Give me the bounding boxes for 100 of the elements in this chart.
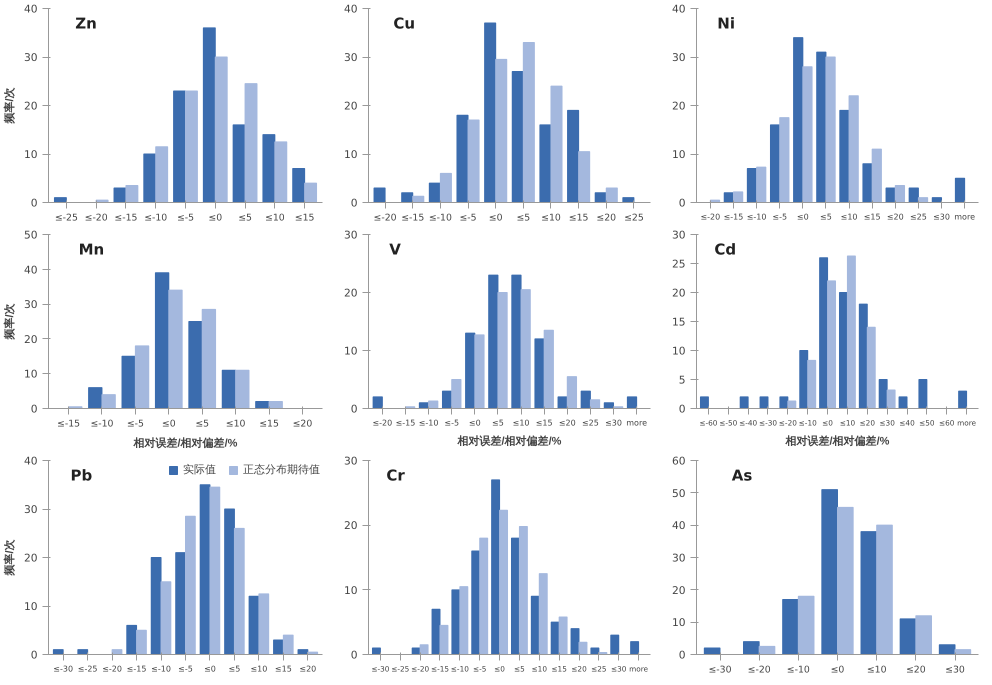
y-tick-label: 40: [344, 2, 358, 16]
y-tick-label: 0: [350, 402, 358, 416]
y-tick-label: 10: [24, 148, 38, 161]
y-tick-label: 5: [678, 374, 686, 386]
x-tick-label: ≤5: [228, 664, 240, 674]
chart-title: Ni: [717, 14, 736, 32]
y-axis-title: 频率/次: [2, 86, 16, 125]
y-tick-label: 0: [350, 196, 358, 210]
y-tick-label: 0: [350, 648, 358, 662]
y-tick-label: 40: [24, 263, 38, 276]
x-tick-label: ≤-10: [151, 664, 171, 674]
x-tick-label: ≤-15: [57, 418, 80, 430]
x-tick-label: ≤0: [208, 212, 222, 224]
x-tick-label: ≤15: [274, 664, 292, 674]
x-tick-label: ≤-10: [144, 212, 168, 224]
x-tick-label: ≤15: [568, 212, 589, 224]
x-tick-label: ≤-10: [418, 418, 438, 428]
x-tick-label: ≤5: [238, 212, 252, 224]
y-tick-label: 10: [24, 368, 38, 381]
y-tick-label: 20: [24, 552, 38, 564]
x-tick-label: ≤-5: [459, 212, 477, 224]
y-tick-label: 40: [672, 2, 686, 16]
y-tick-label: 0: [30, 196, 38, 210]
x-tick-label: ≤15: [864, 212, 881, 222]
x-tick-label: ≤0: [830, 664, 844, 676]
x-tick-label: ≤-10: [786, 664, 810, 676]
x-tick-label: ≤10: [866, 664, 887, 676]
y-tick-label: 20: [24, 332, 38, 346]
x-tick-label: ≤-10: [90, 418, 114, 430]
y-tick-label: 10: [344, 148, 358, 161]
y-tick-label: 10: [672, 616, 686, 630]
y-tick-label: 20: [344, 286, 358, 300]
y-tick-label: 30: [344, 454, 358, 468]
y-tick-label: 20: [24, 100, 38, 112]
chart-title: Pb: [70, 466, 93, 484]
y-tick-label: 30: [24, 51, 38, 64]
chart-title: V: [389, 240, 402, 258]
x-tick-label: ≤0: [796, 212, 809, 222]
x-tick-label: ≤-10: [428, 212, 452, 224]
x-tick-label: ≤10: [512, 418, 530, 428]
y-tick-label: 10: [672, 344, 686, 358]
y-tick-label: 30: [672, 228, 686, 242]
x-tick-label: ≤20: [596, 212, 616, 224]
y-tick-label: 0: [30, 648, 38, 662]
y-tick-label: 30: [344, 51, 358, 64]
x-tick-label: ≤-15: [724, 212, 744, 222]
y-tick-label: 15: [672, 316, 686, 328]
x-tick-label: ≤15: [536, 418, 553, 428]
x-tick-label: ≤-30: [53, 664, 74, 674]
x-tick-label: ≤25: [582, 418, 599, 428]
x-tick-label: ≤-25: [78, 664, 98, 674]
x-tick-label: ≤-5: [176, 212, 194, 224]
x-tick-label: ≤10: [840, 212, 858, 222]
x-tick-label: ≤-20: [700, 212, 720, 222]
x-tick-label: ≤30: [605, 418, 622, 428]
x-tick-label: ≤-15: [396, 418, 416, 428]
x-tick-label: ≤10: [226, 418, 246, 430]
x-tick-label: ≤-30: [708, 664, 732, 676]
x-tick-label: ≤-25: [54, 212, 78, 224]
x-tick-label: ≤-10: [746, 212, 766, 222]
y-tick-label: 30: [672, 51, 686, 64]
y-tick-label: 0: [30, 402, 38, 416]
y-tick-label: 40: [24, 2, 38, 16]
x-tick-label: ≤-15: [401, 212, 424, 224]
x-tick-label: ≤15: [259, 418, 279, 430]
x-tick-label: ≤20: [299, 664, 316, 674]
chart-title: Cr: [386, 466, 406, 484]
x-axis-title: 相对误差/相对偏差/%: [456, 434, 562, 448]
x-tick-label: ≤10: [250, 664, 268, 674]
y-tick-label: 60: [672, 454, 686, 468]
y-tick-label: 20: [672, 584, 686, 597]
x-tick-label: ≤10: [541, 212, 561, 224]
x-tick-label: ≤5: [820, 212, 832, 222]
x-tick-label: ≤20: [886, 212, 904, 222]
x-tick-label: ≤0: [488, 212, 503, 224]
y-tick-label: 25: [672, 258, 686, 270]
x-tick-label: ≤-15: [126, 664, 146, 674]
x-tick-label: ≤-20: [374, 212, 397, 224]
chart-title: Zn: [75, 14, 97, 32]
chart-title: Mn: [78, 240, 104, 258]
y-tick-label: 10: [672, 148, 686, 161]
x-tick-label: ≤-20: [748, 664, 771, 676]
x-tick-label: ≤-20: [84, 212, 108, 224]
y-tick-label: 10: [344, 584, 358, 597]
y-tick-label: 20: [344, 519, 358, 532]
x-tick-label: ≤-5: [772, 212, 788, 222]
text: As: [732, 466, 752, 484]
x-tick-label: ≤25: [624, 212, 644, 224]
x-tick-label: ≤30: [945, 664, 965, 676]
x-tick-label: ≤5: [516, 212, 530, 224]
y-tick-label: 40: [672, 519, 686, 532]
x-tick-label: ≤20: [292, 418, 312, 430]
y-tick-label: 50: [24, 228, 38, 242]
x-tick-label: ≤-15: [114, 212, 138, 224]
x-tick-label: ≤5: [492, 418, 504, 428]
y-tick-label: 0: [678, 402, 686, 416]
chart-title: Cu: [393, 14, 416, 32]
y-tick-label: 30: [344, 228, 358, 242]
x-tick-label: ≤20: [558, 418, 576, 428]
x-tick-label: ≤-5: [178, 664, 193, 674]
